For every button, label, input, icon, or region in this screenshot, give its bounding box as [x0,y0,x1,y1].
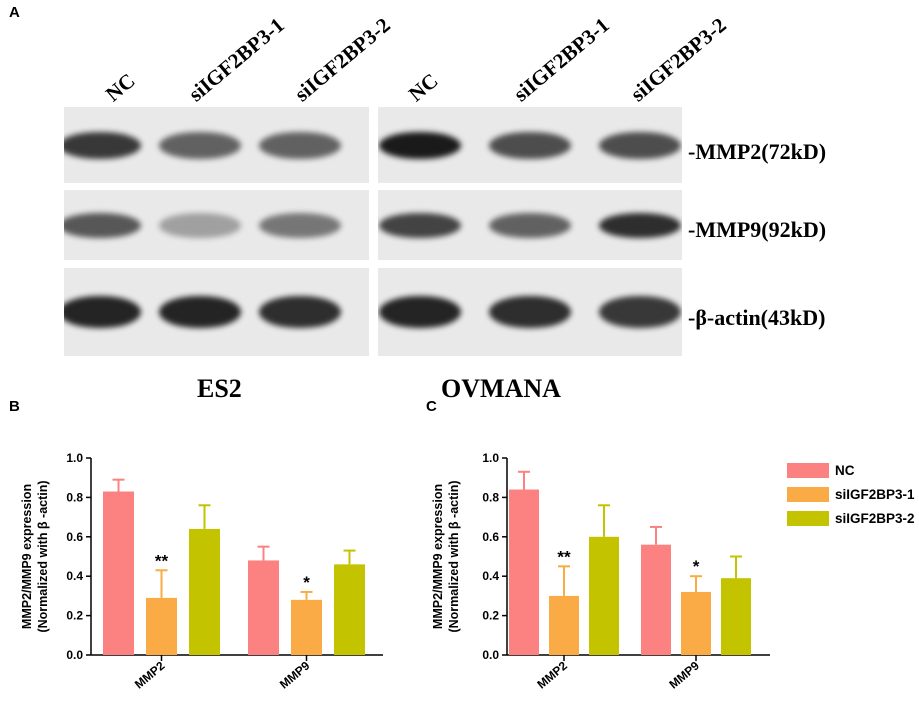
bar-mmp2-siigf2bp3-2 [189,528,220,655]
panel-label-b: B [9,398,20,415]
band-actin-ovmana-lane-3 [599,296,681,328]
legend-swatch-nc [787,462,829,478]
bar-mmp2-nc [103,491,134,655]
x-tick-label: MMP2 [132,658,168,691]
bar-mmp9-siigf2bp3-2 [721,578,751,655]
legend-swatch-si2 [787,510,829,526]
bar-chart-c: 0.0 0.2 0.4 0.6 0.8 1.0 MMP2/MMP9 expression (N… [431,451,770,692]
band-actin-es2-lane-3 [259,296,341,328]
marker-mmp2: -MMP2(72kD) [688,139,827,164]
band-mmp9-es2-lane-1 [64,213,141,238]
band-mmp2-es2-lane-1 [64,132,141,159]
blot-strip-mmp2-es2 [64,107,369,183]
y-tick-label: 0.2 [482,609,499,623]
band-mmp2-ovmana-lane-3 [599,132,681,159]
bar-mmp9-nc [641,544,671,655]
band-actin-ovmana-lane-1 [379,296,461,328]
band-mmp9-es2-lane-2 [159,213,241,238]
blot-strip-mmp9-ovmana [378,190,682,260]
y-tick-label: 0.4 [482,569,499,583]
marker-beta-actin: -β-actin(43kD) [688,305,826,330]
bar-mmp2-siigf2bp3-1 [549,595,579,655]
bar-mmp9-siigf2bp3-1 [681,591,711,655]
band-actin-es2-lane-1 [64,296,141,328]
bar-mmp2-siigf2bp3-1 [146,597,177,655]
band-mmp9-ovmana-lane-1 [379,213,461,238]
band-mmp2-es2-lane-2 [159,132,241,159]
band-mmp9-es2-lane-3 [259,213,341,238]
y-tick-label: 0.0 [66,648,83,662]
legend-swatch-si1 [787,486,829,502]
significance-marker: ** [557,547,571,566]
significance-marker: * [303,573,310,592]
band-actin-ovmana-lane-2 [489,296,571,328]
legend-item-nc: NC [787,460,855,480]
y-tick-label: 0.8 [482,490,499,504]
y-tick-label: 1.0 [482,451,499,465]
significance-marker: ** [155,551,169,570]
band-actin-es2-lane-2 [159,296,241,328]
significance-marker: * [693,557,700,576]
bar-chart-b: 0.0 0.2 0.4 0.6 0.8 1.0 MMP2/MMP9 expression (N… [20,451,383,692]
lane-label-es2-si2: siIGF2BP3-2 [289,12,395,107]
bar-mmp9-nc [248,560,279,655]
x-tick-label: MMP9 [277,658,313,691]
y-axis-label: (Normalized with β -actin) [447,480,461,632]
band-mmp9-ovmana-lane-3 [599,213,681,238]
legend-item-si1: siIGF2BP3-1 [787,484,915,504]
y-tick-label: 1.0 [66,451,83,465]
bar-mmp2-siigf2bp3-2 [589,536,619,655]
bar-mmp9-siigf2bp3-2 [334,564,365,655]
band-mmp2-es2-lane-3 [259,132,341,159]
x-tick-label: MMP9 [666,658,702,691]
x-tick-label: MMP2 [534,658,570,691]
y-tick-label: 0.6 [482,530,499,544]
y-tick-label: 0.6 [66,530,83,544]
legend-label-nc: NC [835,462,855,478]
y-tick-label: 0.2 [66,609,83,623]
cell-line-ovmana: OVMANA [441,374,561,403]
y-tick-label: 0.0 [482,648,499,662]
bar-mmp9-siigf2bp3-1 [291,599,322,655]
blot-strip-mmp2-ovmana [378,107,682,183]
y-axis-label: (Normalized with β -actin) [36,480,50,632]
y-axis-label: MMP2/MMP9 expression [20,484,34,629]
blot-strip-actin-ovmana [378,268,682,356]
panel-label-a: A [9,4,20,21]
lane-label-ovmana-si2: siIGF2BP3-2 [625,12,731,107]
cell-line-es2: ES2 [197,374,242,403]
lane-label-es2-nc: NC [100,68,140,107]
band-mmp2-ovmana-lane-1 [379,132,461,159]
legend-item-si2: siIGF2BP3-2 [787,508,915,528]
legend-label-si1: siIGF2BP3-1 [835,486,915,502]
band-mmp9-ovmana-lane-2 [489,213,571,238]
blot-strip-mmp9-es2 [64,190,369,260]
y-tick-label: 0.4 [66,569,83,583]
lane-label-es2-si1: siIGF2BP3-1 [183,12,289,107]
marker-mmp9: -MMP9(92kD) [688,217,827,242]
blot-strip-actin-es2 [64,268,369,356]
y-tick-label: 0.8 [66,490,83,504]
band-mmp2-ovmana-lane-2 [489,132,571,159]
legend-label-si2: siIGF2BP3-2 [835,510,915,526]
lane-label-ovmana-nc: NC [403,68,443,107]
bar-mmp2-nc [509,489,539,655]
panel-label-c: C [426,398,437,415]
y-axis-label: MMP2/MMP9 expression [431,484,445,629]
lane-label-ovmana-si1: siIGF2BP3-1 [508,12,614,107]
